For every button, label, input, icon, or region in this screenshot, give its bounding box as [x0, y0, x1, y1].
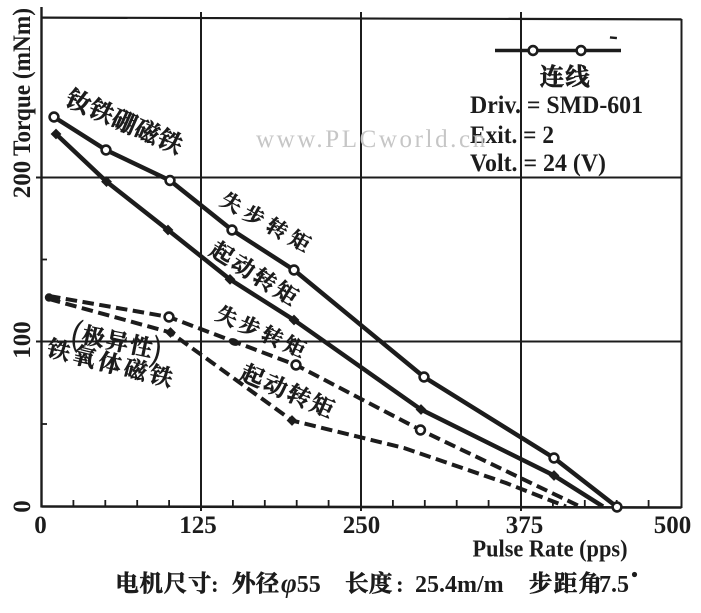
svg-text::: :: [211, 572, 219, 597]
svg-text:375: 375: [506, 512, 544, 539]
svg-text:100: 100: [9, 321, 36, 359]
svg-text:250: 250: [343, 512, 381, 539]
svg-text:7.5: 7.5: [599, 572, 629, 598]
svg-text:0: 0: [9, 500, 36, 513]
svg-text:0: 0: [34, 512, 47, 539]
svg-text:Volt. = 24 (V): Volt. = 24 (V): [470, 150, 606, 177]
svg-text::: :: [396, 572, 404, 597]
svg-text:Pulse Rate (pps): Pulse Rate (pps): [473, 536, 628, 563]
svg-text:200: 200: [9, 161, 36, 199]
svg-text:φ55: φ55: [281, 568, 321, 598]
svg-text:Torque (mNm): Torque (mNm): [9, 8, 36, 156]
svg-text:Exit. = 2: Exit. = 2: [470, 122, 554, 149]
svg-text:Driv. = SMD-601: Driv. = SMD-601: [470, 92, 643, 119]
svg-text:500: 500: [654, 512, 692, 539]
svg-text:www.PLCworld.cn: www.PLCworld.cn: [256, 126, 488, 153]
svg-text:125: 125: [179, 512, 217, 539]
svg-text:25.4m/m: 25.4m/m: [415, 572, 504, 598]
